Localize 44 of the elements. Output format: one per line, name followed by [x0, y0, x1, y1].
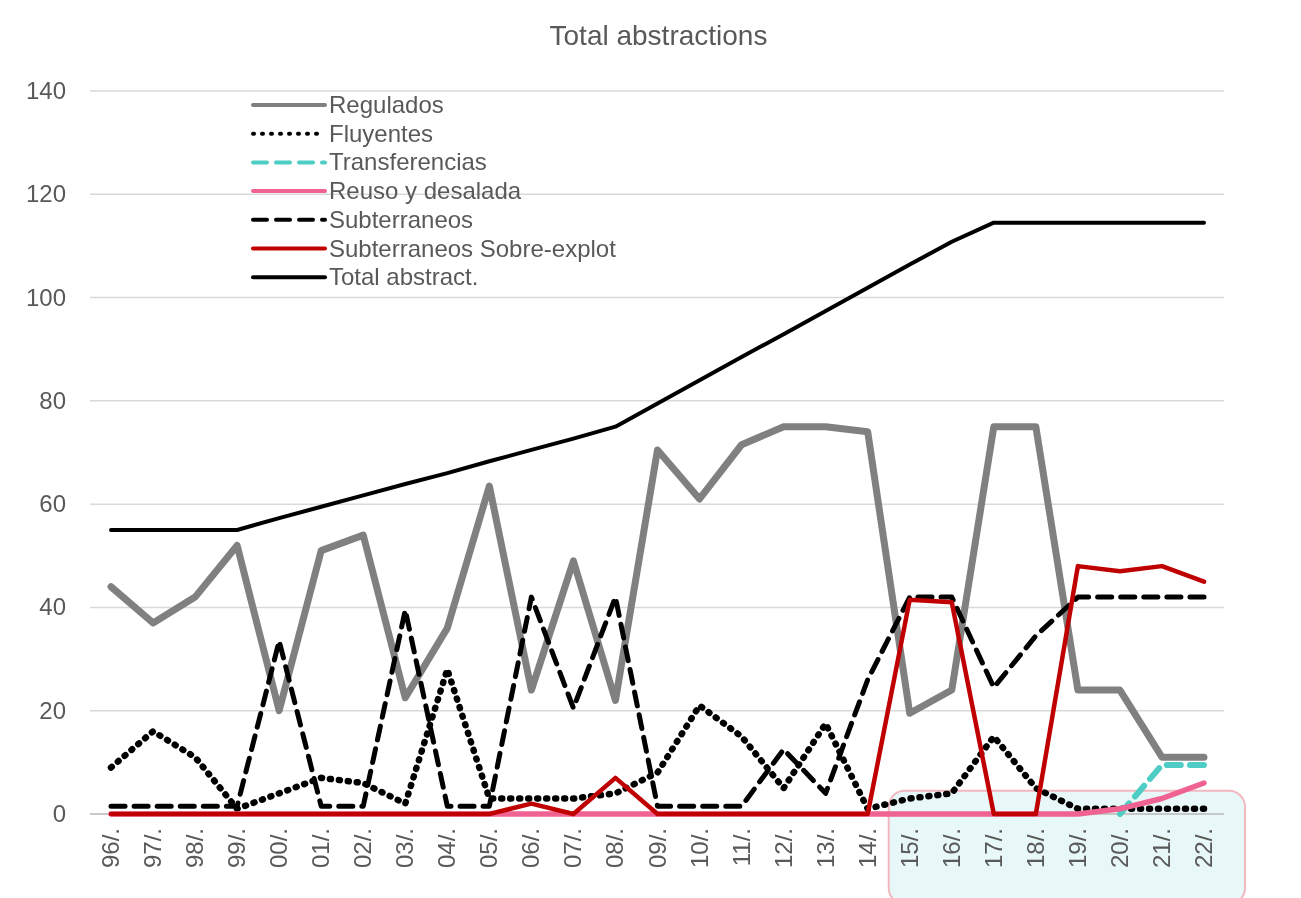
line-series — [108, 563, 1207, 817]
x-tick-label: 09/. — [643, 828, 671, 869]
y-tick-label: 140 — [25, 77, 66, 104]
y-tick-label: 40 — [39, 593, 66, 621]
y-tick-label: 100 — [25, 283, 66, 311]
x-tick-label: 99/. — [223, 828, 251, 869]
y-tick-label: 0 — [52, 800, 66, 827]
x-tick-label: 00/. — [265, 828, 293, 869]
y-tick-label: 60 — [39, 490, 66, 518]
legend-label: Subterraneos — [329, 205, 474, 233]
x-tick-label: 16/. — [937, 828, 965, 869]
x-tick-label: 12/. — [769, 828, 797, 869]
legend-label: Reuso y desalada — [329, 177, 522, 205]
x-tick-label: 06/. — [517, 828, 545, 869]
x-tick-label: 96/. — [97, 828, 124, 869]
y-tick-label: 20 — [39, 696, 66, 724]
x-tick-label: 20/. — [1105, 828, 1133, 869]
y-tick-label: 80 — [39, 386, 66, 414]
x-tick-label: 11/. — [727, 828, 755, 867]
x-tick-label: 13/. — [811, 828, 839, 869]
x-tick-label: 02/. — [349, 828, 377, 869]
legend-label: Subterraneos Sobre-explot — [329, 234, 617, 262]
x-tick-label: 04/. — [433, 828, 461, 869]
legend-label: Regulados — [329, 91, 444, 118]
x-tick-label: 17/. — [979, 828, 1007, 869]
x-tick-label: 15/. — [895, 828, 923, 869]
x-tick-label: 21/. — [1147, 828, 1175, 869]
x-tick-label: 14/. — [853, 828, 881, 869]
x-tick-label: 10/. — [685, 828, 713, 869]
x-tick-label: 03/. — [391, 828, 419, 869]
x-tick-label: 98/. — [181, 828, 209, 869]
x-tick-label: 97/. — [139, 828, 167, 869]
legend-label: Transferencias — [329, 148, 487, 176]
x-tick-label: 19/. — [1063, 828, 1091, 869]
x-tick-label: 22/. — [1190, 828, 1217, 869]
y-tick-label: 120 — [25, 180, 66, 208]
x-tick-label: 01/. — [307, 828, 335, 869]
legend-label: Fluyentes — [329, 119, 434, 147]
x-tick-label: 08/. — [601, 828, 629, 869]
chart-title: Total abstractions — [549, 20, 768, 51]
x-tick-label: 18/. — [1021, 828, 1049, 869]
x-tick-label: 05/. — [475, 828, 503, 869]
legend-label: Total abstract. — [329, 263, 479, 291]
x-tick-label: 07/. — [559, 828, 587, 869]
